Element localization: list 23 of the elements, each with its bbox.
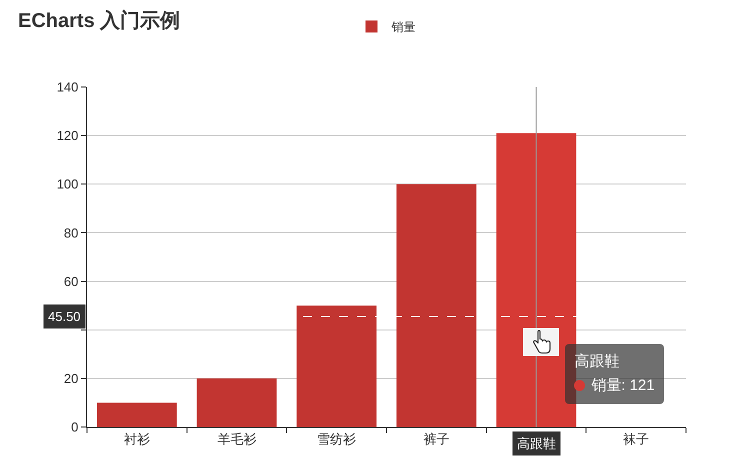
bar: [396, 184, 476, 427]
bar: [496, 133, 576, 427]
y-tick-label: 20: [64, 370, 78, 386]
y-tick-label: 100: [56, 176, 78, 192]
bar: [196, 378, 277, 427]
tooltip: 高跟鞋 销量: 121: [565, 344, 664, 404]
y-tick-label: 140: [56, 80, 78, 95]
annotation: 销量: 121: [591, 376, 655, 394]
bar: [96, 402, 177, 427]
y-tick-label: 80: [64, 225, 78, 240]
bar: [296, 306, 377, 427]
chart-title: ECharts 入门示例: [18, 9, 180, 32]
x-tick-label: 高跟鞋: [517, 436, 556, 451]
x-tick-label: 袜子: [623, 432, 650, 447]
legend-label: 销量: [390, 20, 416, 34]
x-tick-label: 裤子: [423, 432, 450, 447]
ref-line-label: 45.50: [48, 309, 81, 324]
x-tick-label: 衬衫: [124, 432, 150, 447]
y-tick-label: 60: [64, 274, 78, 289]
y-tick-label: 120: [56, 128, 78, 144]
y-tick-label: 0: [71, 420, 78, 435]
x-tick-label: 羊毛衫: [217, 432, 256, 447]
x-tick-label: 雪纺衫: [317, 432, 356, 447]
